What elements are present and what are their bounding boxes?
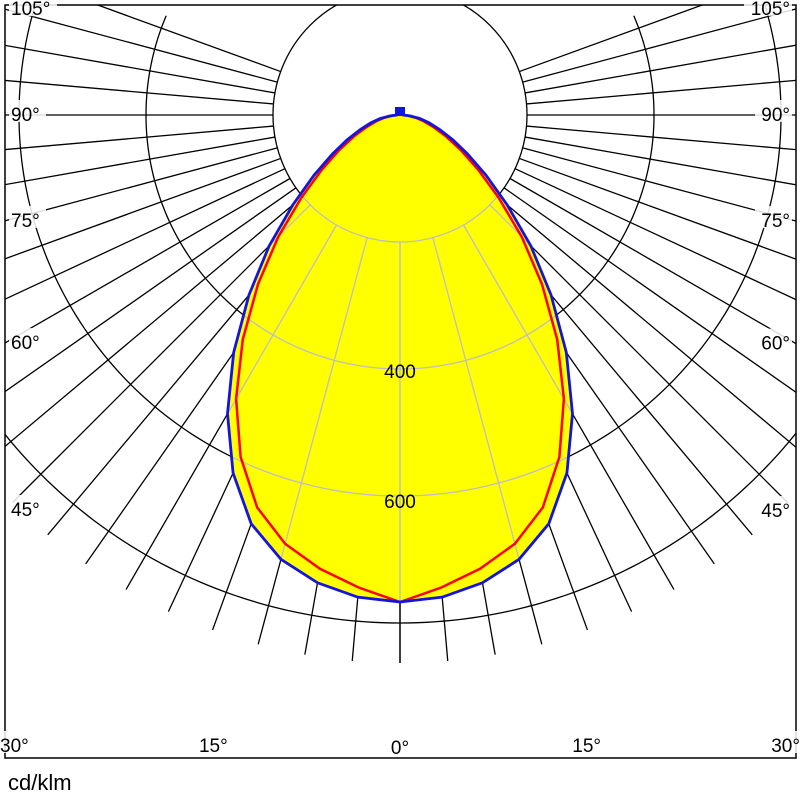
svg-text:75°: 75° <box>11 211 40 232</box>
svg-text:60°: 60° <box>11 333 40 354</box>
svg-text:400: 400 <box>384 362 416 383</box>
svg-text:0°: 0° <box>391 738 409 759</box>
svg-text:45°: 45° <box>761 501 790 522</box>
svg-text:90°: 90° <box>761 105 790 126</box>
svg-text:600: 600 <box>384 492 416 513</box>
svg-text:30°: 30° <box>771 736 800 757</box>
svg-text:105°: 105° <box>11 0 50 20</box>
svg-text:45°: 45° <box>11 500 40 521</box>
svg-text:60°: 60° <box>761 334 790 355</box>
svg-text:90°: 90° <box>11 105 40 126</box>
svg-text:15°: 15° <box>199 736 228 757</box>
svg-text:75°: 75° <box>761 211 790 232</box>
svg-text:15°: 15° <box>572 736 601 757</box>
svg-text:105°: 105° <box>751 0 790 20</box>
svg-text:cd/klm: cd/klm <box>8 770 72 795</box>
svg-text:30°: 30° <box>0 736 29 757</box>
